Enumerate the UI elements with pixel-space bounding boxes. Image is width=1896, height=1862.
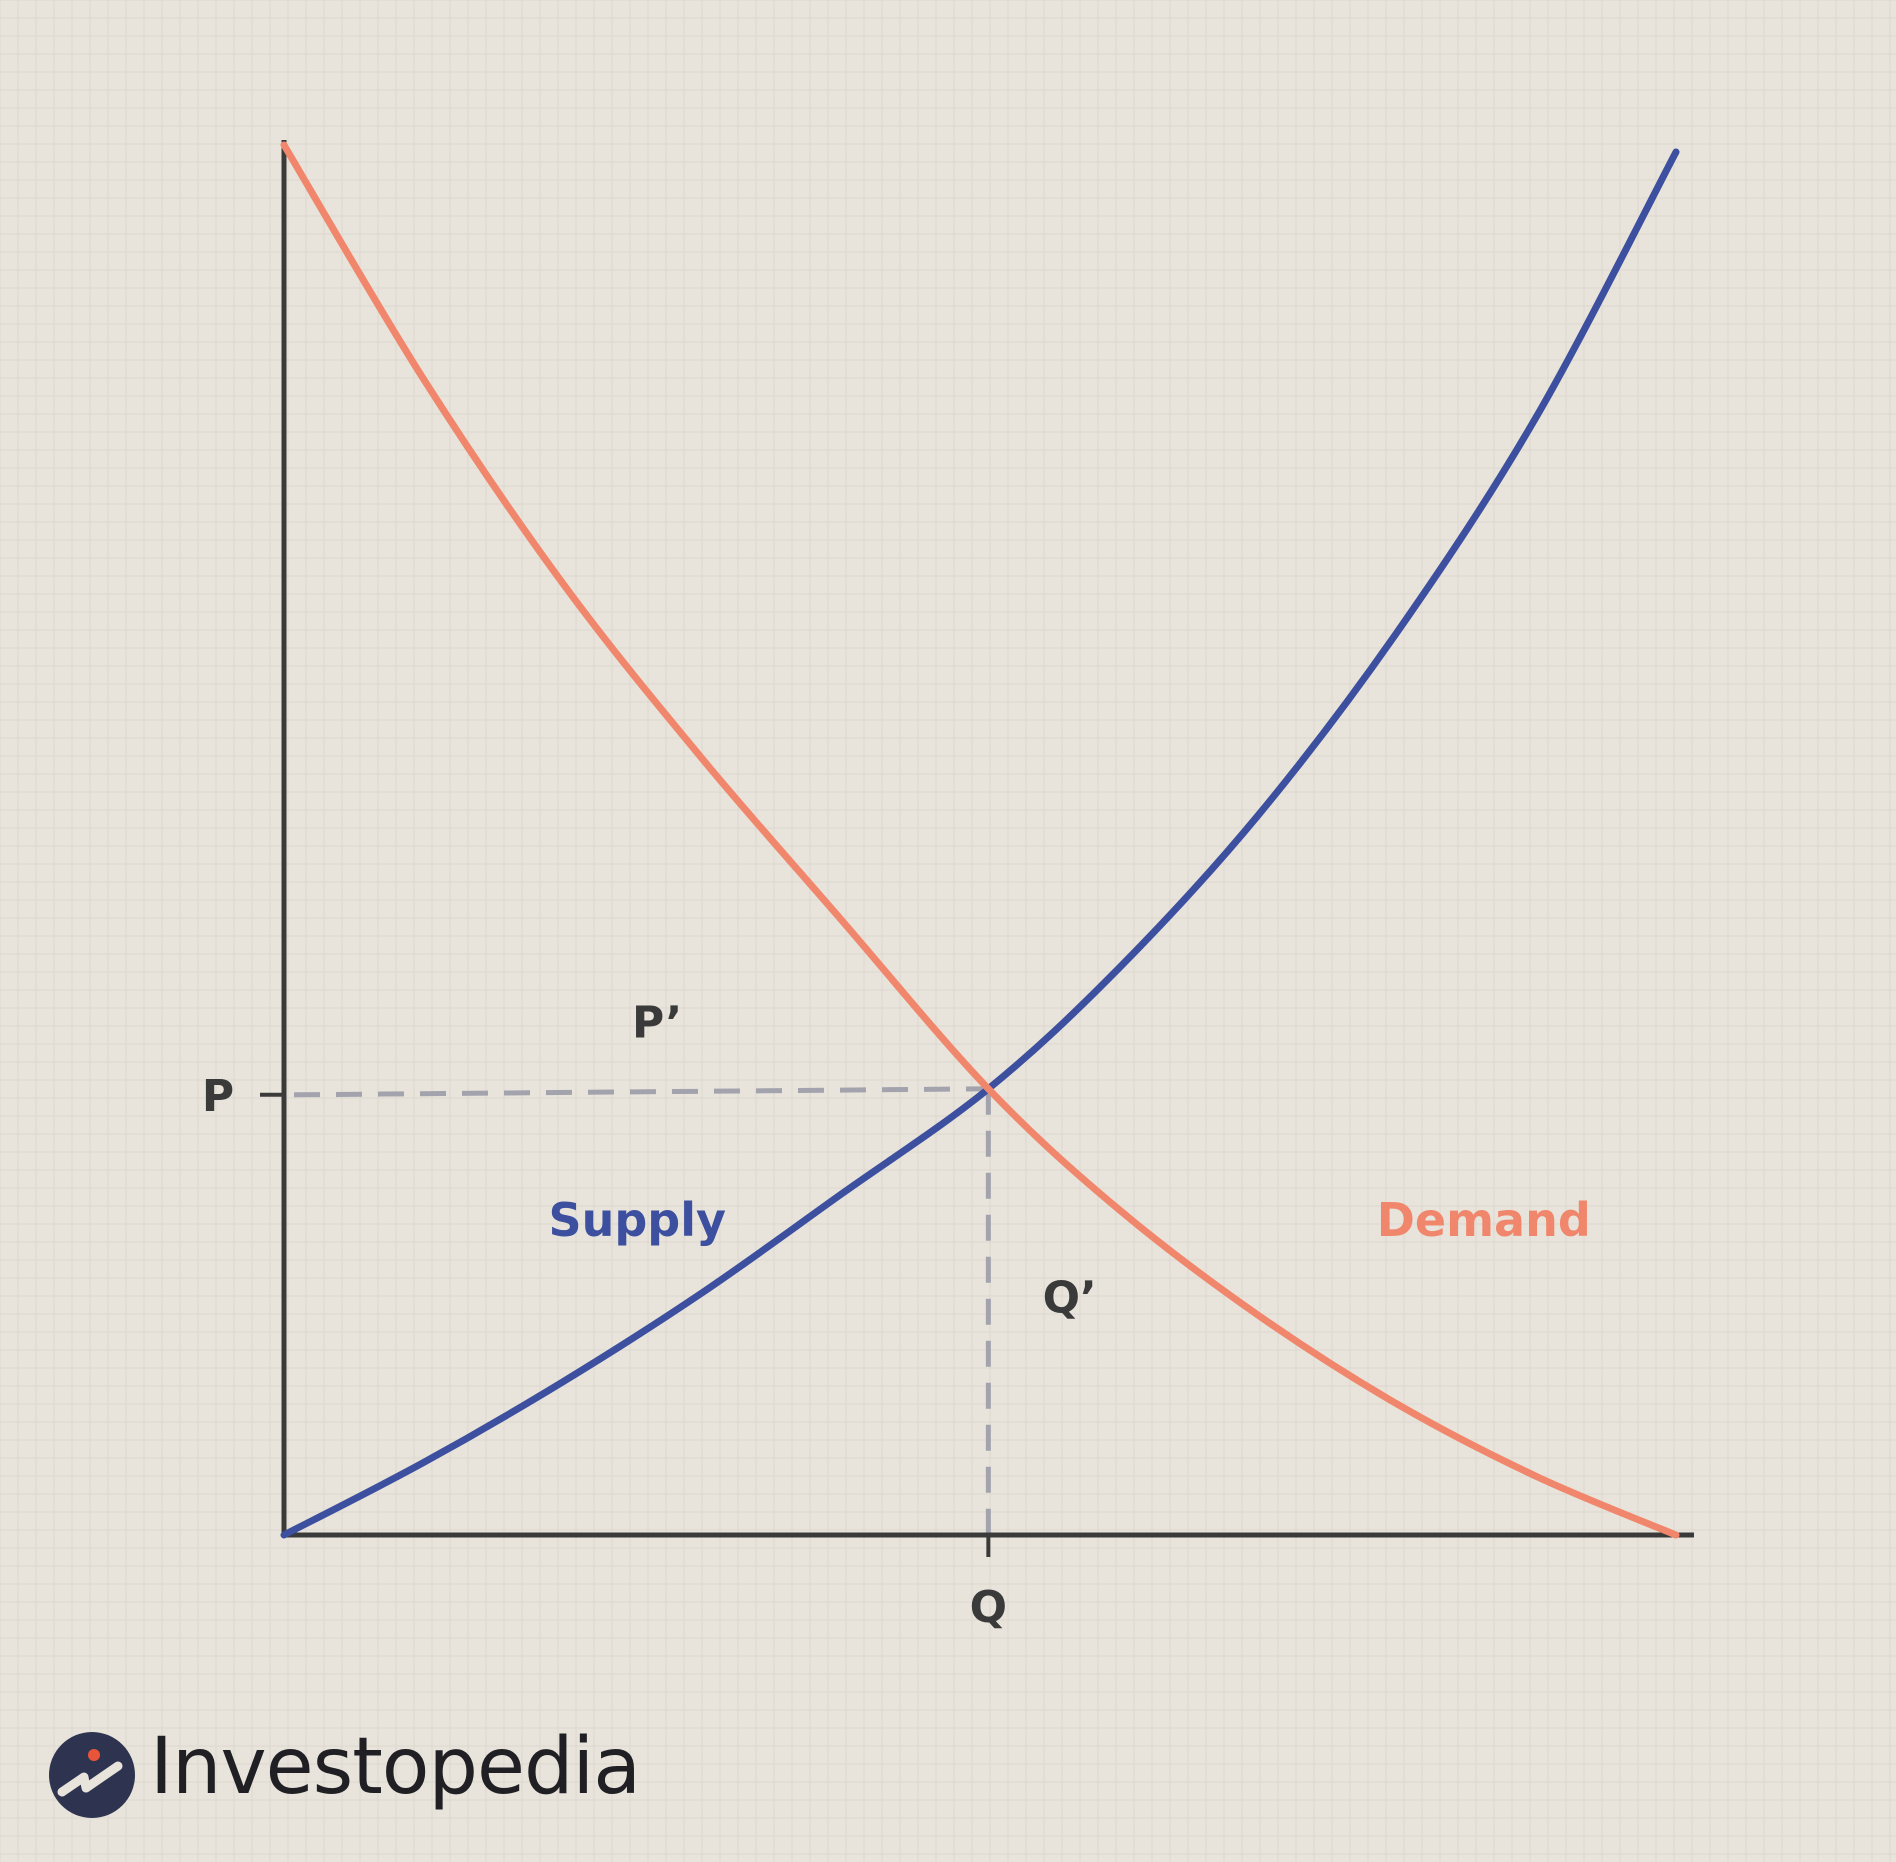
annotation-label: Q’ [1043, 1273, 1097, 1324]
demand-curve [280, 141, 1680, 1539]
axes [260, 140, 1694, 1557]
demand-label: Demand [1377, 1193, 1591, 1247]
supply-label: Supply [548, 1193, 726, 1247]
annotation-label: P’ [632, 997, 682, 1048]
y-tick-label: P [202, 1071, 234, 1122]
series-lines [280, 141, 1680, 1539]
supply-curve [280, 148, 1680, 1539]
x-tick-label: Q [970, 1582, 1007, 1633]
chart-labels: P Q P’ Q’ Supply Demand [202, 997, 1591, 1633]
brand-name: Investopedia [150, 1722, 641, 1812]
investopedia-logo-icon [49, 1732, 135, 1818]
price-guide-dashed [293, 1086, 989, 1098]
equilibrium-guides [293, 1086, 991, 1535]
